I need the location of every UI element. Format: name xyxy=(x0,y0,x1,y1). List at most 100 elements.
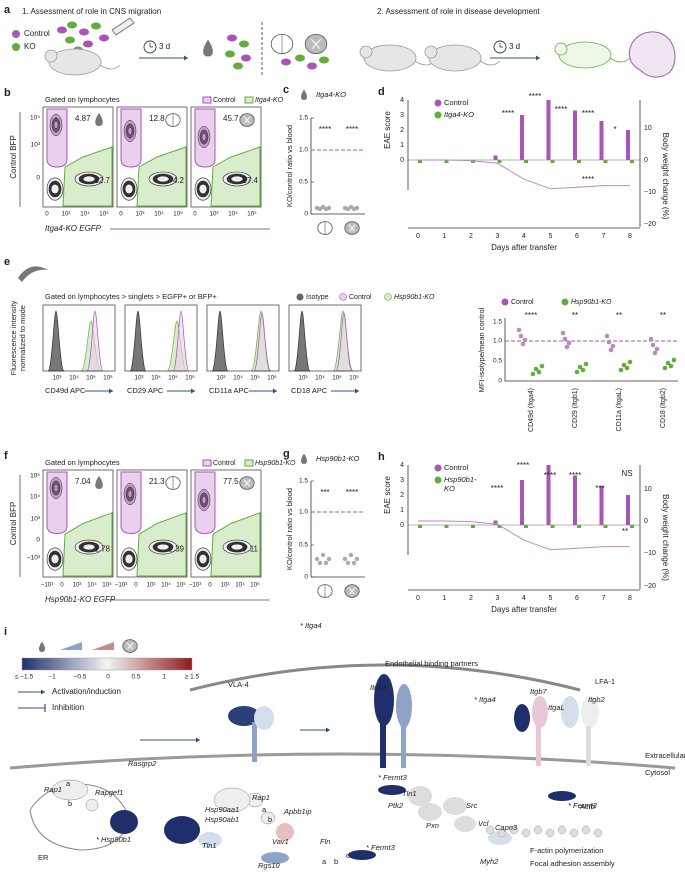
label: 10⁵ xyxy=(173,211,183,218)
dot xyxy=(539,363,545,369)
label: Hsp90b1-KO xyxy=(571,299,612,306)
label: 1.0 xyxy=(299,509,308,516)
dot xyxy=(533,366,539,372)
histogram xyxy=(211,310,229,372)
blood-icon xyxy=(95,476,103,489)
bar-control xyxy=(493,520,498,525)
label: 10⁵ xyxy=(332,375,342,382)
label: Gated on lymphocytes xyxy=(45,95,120,104)
cell-icon xyxy=(99,34,109,42)
label: 10⁶ xyxy=(349,375,359,382)
shape xyxy=(348,587,356,595)
label: 10³ xyxy=(136,211,145,218)
label: a xyxy=(4,4,11,16)
label: Control BFP xyxy=(9,135,18,179)
label: 1 xyxy=(162,674,166,681)
protein xyxy=(51,779,89,801)
arrow-head xyxy=(184,55,188,61)
label: ≥ 1.5 xyxy=(185,674,200,681)
bar-control xyxy=(520,115,524,160)
label: 0 xyxy=(644,157,648,164)
label: 0.5 xyxy=(299,179,308,186)
label: c xyxy=(283,84,289,96)
label: Focal adhesion assembly xyxy=(530,859,615,868)
label: Hsp90b1-KO xyxy=(255,460,296,467)
bar-ko xyxy=(524,525,528,528)
label: 10⁵ xyxy=(176,582,186,589)
dot xyxy=(348,552,354,558)
label: 10⁵ xyxy=(86,375,96,382)
label: 10⁴ xyxy=(30,494,40,501)
arrow-head xyxy=(109,388,113,394)
label: 10⁴ xyxy=(233,375,243,382)
label: Hsp90b1- xyxy=(444,475,477,484)
plot-frame xyxy=(124,304,198,372)
label: 10⁵ xyxy=(99,211,109,218)
dot xyxy=(354,205,360,211)
label: 1 xyxy=(400,507,404,514)
label: 4.2 xyxy=(173,176,185,185)
label: 1 xyxy=(400,142,404,149)
label: ** xyxy=(660,311,666,320)
label: Hsp90aa1 xyxy=(205,805,239,814)
label: 5 xyxy=(549,233,553,240)
label: Isotype xyxy=(306,294,329,301)
weight-line xyxy=(418,159,630,190)
label: Itgb1 xyxy=(370,683,387,692)
histogram xyxy=(86,310,104,372)
dot xyxy=(434,464,442,472)
bar-control xyxy=(599,121,604,160)
protein xyxy=(443,797,467,815)
label: 10³ xyxy=(217,375,226,382)
blood-icon xyxy=(203,39,213,57)
integrin-stalk xyxy=(380,724,386,768)
label: Rap1 xyxy=(252,793,270,802)
dot xyxy=(516,327,522,333)
label: 1.78 xyxy=(94,544,110,553)
dot xyxy=(604,333,610,339)
dot xyxy=(501,298,509,306)
dot xyxy=(339,293,347,301)
dot xyxy=(320,552,326,558)
label: 10⁵ xyxy=(102,582,112,589)
bar-ko xyxy=(497,160,502,163)
dot xyxy=(323,560,329,566)
label: 6 xyxy=(575,233,579,240)
cell-icon xyxy=(233,62,243,70)
bar-ko xyxy=(524,160,528,163)
dot xyxy=(624,365,630,371)
dot xyxy=(351,560,357,566)
label: Control BFP xyxy=(9,502,18,546)
label: Endothelial binding partners xyxy=(385,659,478,668)
label: a xyxy=(66,779,71,788)
legend-swatch xyxy=(202,459,212,467)
arrow-head xyxy=(41,689,45,695)
label: 10⁴ xyxy=(228,211,238,218)
plot-frame xyxy=(288,304,362,372)
dot xyxy=(561,298,569,306)
label: 2.39 xyxy=(168,544,184,553)
dot xyxy=(342,556,348,562)
label: * Fermt3 xyxy=(568,801,598,810)
bar-ko xyxy=(497,525,502,528)
label: Cytosol xyxy=(645,768,670,777)
label: 0 xyxy=(416,233,420,240)
mouse-icon xyxy=(48,48,102,76)
label: **** xyxy=(517,461,529,470)
label: 0 xyxy=(119,211,123,218)
label: 7.11 xyxy=(243,544,259,553)
label: h xyxy=(378,451,385,463)
label: b xyxy=(68,799,72,808)
label: Rapgef1 xyxy=(95,788,123,797)
label: Vav1 xyxy=(272,837,289,846)
label: * Itga4 xyxy=(300,621,322,630)
label: **** xyxy=(582,175,594,184)
dot xyxy=(608,347,614,353)
label: 1.5 xyxy=(299,478,308,485)
histogram xyxy=(47,310,65,372)
label: Apbb1ip xyxy=(283,807,312,816)
gradient-icon xyxy=(60,642,82,650)
label: 10⁴ xyxy=(235,582,245,589)
label: 4 xyxy=(522,595,526,602)
